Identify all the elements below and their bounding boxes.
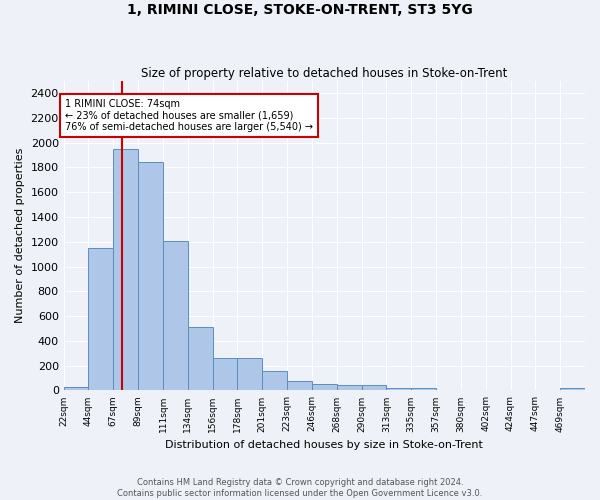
X-axis label: Distribution of detached houses by size in Stoke-on-Trent: Distribution of detached houses by size … xyxy=(166,440,483,450)
Title: Size of property relative to detached houses in Stoke-on-Trent: Size of property relative to detached ho… xyxy=(141,66,508,80)
Bar xyxy=(362,386,386,390)
Text: 1, RIMINI CLOSE, STOKE-ON-TRENT, ST3 5YG: 1, RIMINI CLOSE, STOKE-ON-TRENT, ST3 5YG xyxy=(127,2,473,16)
Bar xyxy=(238,358,262,390)
Bar xyxy=(262,371,287,390)
Bar xyxy=(113,149,138,390)
Bar xyxy=(337,385,362,390)
Bar xyxy=(287,380,312,390)
Bar xyxy=(64,386,88,390)
Bar xyxy=(212,358,238,390)
Y-axis label: Number of detached properties: Number of detached properties xyxy=(15,148,25,323)
Bar xyxy=(386,388,411,390)
Bar xyxy=(138,162,163,390)
Bar xyxy=(188,327,212,390)
Bar xyxy=(88,248,113,390)
Bar xyxy=(560,388,585,390)
Text: Contains HM Land Registry data © Crown copyright and database right 2024.
Contai: Contains HM Land Registry data © Crown c… xyxy=(118,478,482,498)
Bar xyxy=(312,384,337,390)
Bar xyxy=(163,240,188,390)
Bar xyxy=(411,388,436,390)
Text: 1 RIMINI CLOSE: 74sqm
← 23% of detached houses are smaller (1,659)
76% of semi-d: 1 RIMINI CLOSE: 74sqm ← 23% of detached … xyxy=(65,100,313,132)
